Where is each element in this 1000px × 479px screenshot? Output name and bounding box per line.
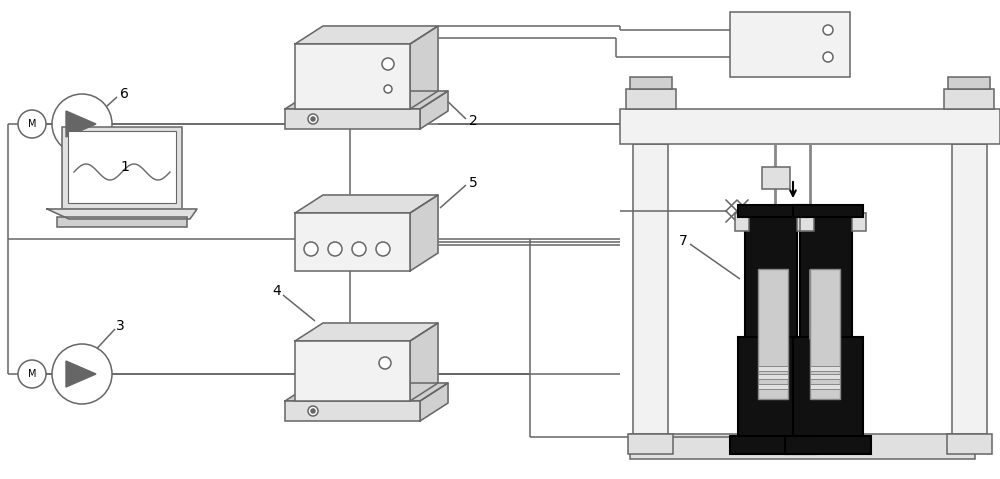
Bar <box>852 213 866 231</box>
Bar <box>785 436 871 454</box>
Circle shape <box>328 242 342 256</box>
Polygon shape <box>285 383 448 401</box>
Polygon shape <box>410 323 438 401</box>
Text: 7: 7 <box>679 234 687 248</box>
Circle shape <box>376 242 390 256</box>
Bar <box>295 341 410 401</box>
Bar <box>810 374 840 379</box>
Bar <box>735 213 749 231</box>
Bar <box>810 384 840 389</box>
Circle shape <box>52 94 112 154</box>
Bar <box>295 44 410 109</box>
Bar <box>68 131 176 203</box>
Bar <box>758 366 788 371</box>
Polygon shape <box>295 26 438 44</box>
Bar <box>793 337 863 437</box>
Polygon shape <box>66 361 96 387</box>
Bar <box>626 89 676 109</box>
Circle shape <box>52 344 112 404</box>
Text: 5: 5 <box>469 176 477 190</box>
Bar <box>944 89 994 109</box>
Circle shape <box>308 114 318 124</box>
Text: 6: 6 <box>120 87 128 101</box>
Bar <box>762 167 790 189</box>
Text: 4: 4 <box>273 284 281 298</box>
Bar <box>633 144 668 434</box>
Bar <box>285 109 420 129</box>
Text: M: M <box>28 119 36 129</box>
Circle shape <box>311 409 315 413</box>
Circle shape <box>379 357 391 369</box>
Bar <box>758 384 788 389</box>
Circle shape <box>382 58 394 70</box>
Text: 1: 1 <box>121 160 129 174</box>
Circle shape <box>18 360 46 388</box>
Circle shape <box>311 117 315 121</box>
Polygon shape <box>410 195 438 271</box>
Circle shape <box>823 25 833 35</box>
Bar <box>628 434 673 454</box>
Bar <box>285 401 420 421</box>
Polygon shape <box>47 209 197 219</box>
Bar <box>738 337 808 437</box>
Bar <box>800 211 852 339</box>
Polygon shape <box>410 26 438 109</box>
Circle shape <box>304 242 318 256</box>
Text: M: M <box>28 369 36 379</box>
Polygon shape <box>295 323 438 341</box>
Bar <box>797 213 811 231</box>
Polygon shape <box>420 383 448 421</box>
Bar <box>810 366 840 371</box>
Bar <box>800 213 814 231</box>
Bar <box>952 144 987 434</box>
Bar <box>947 434 992 454</box>
Bar <box>758 269 788 399</box>
Circle shape <box>384 85 392 93</box>
Circle shape <box>823 52 833 62</box>
Bar <box>620 109 1000 144</box>
Polygon shape <box>66 111 96 137</box>
Polygon shape <box>285 91 448 109</box>
Bar <box>630 434 975 459</box>
Bar <box>730 12 850 77</box>
Text: 3: 3 <box>116 319 124 333</box>
Bar <box>793 205 863 217</box>
Bar <box>57 217 187 227</box>
Bar <box>62 127 182 209</box>
Bar <box>810 269 840 399</box>
Polygon shape <box>295 195 438 213</box>
Polygon shape <box>420 91 448 129</box>
Bar <box>738 205 808 217</box>
Bar <box>630 77 672 89</box>
Bar <box>758 374 788 379</box>
Bar <box>948 77 990 89</box>
Bar <box>295 213 410 271</box>
Bar <box>730 436 816 454</box>
Circle shape <box>18 110 46 138</box>
Circle shape <box>308 406 318 416</box>
Text: 2: 2 <box>469 114 477 128</box>
Bar <box>745 211 797 339</box>
Circle shape <box>352 242 366 256</box>
